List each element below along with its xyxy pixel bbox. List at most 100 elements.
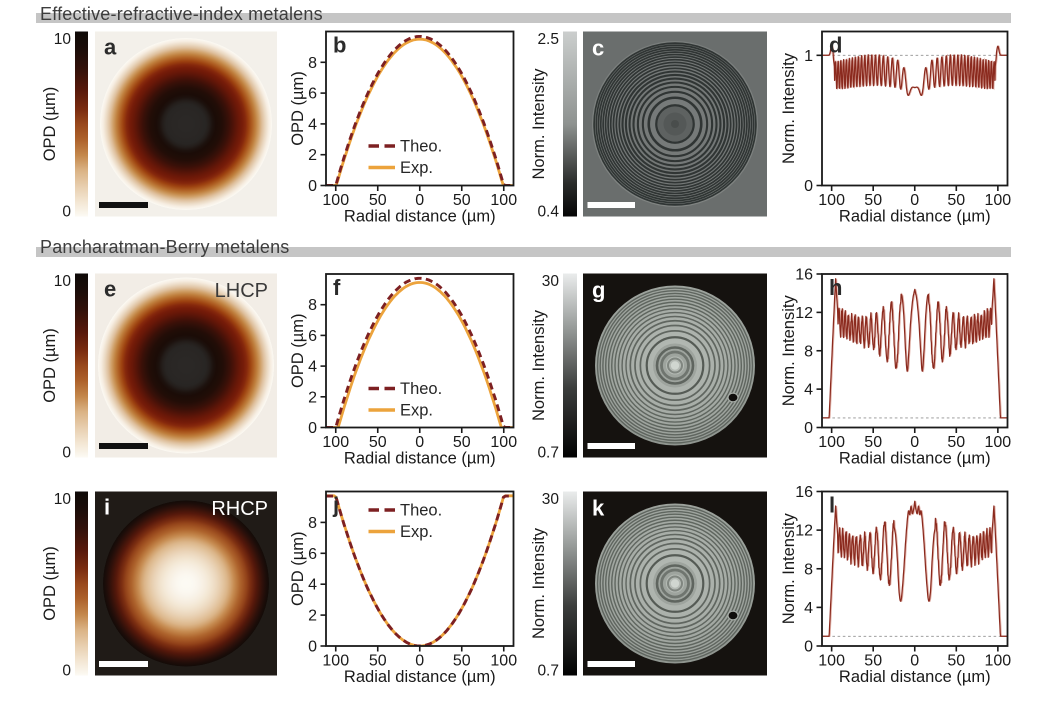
panel-h-letter: h — [829, 275, 842, 300]
panel-b-xtick-label-3: 50 — [453, 192, 471, 209]
panel-e-lens — [98, 277, 274, 454]
panel-b-legend-theo: Theo. — [400, 138, 442, 156]
panel-l-series-measured — [822, 500, 1008, 637]
panel-h-ytick-label-4: 16 — [795, 267, 813, 284]
panel-b-xtick-label-4: 100 — [490, 192, 517, 209]
panel-l-ytick-label-0: 0 — [804, 639, 813, 656]
panel-d-ylabel: Norm. Intensity — [780, 52, 798, 164]
panel-b-legend-exp: Exp. — [400, 159, 433, 177]
panel-j-ylabel: OPD (µm) — [289, 531, 307, 606]
colorbar-g-gradient — [563, 273, 577, 458]
panel-i-scalebar — [99, 661, 148, 667]
panel-e-scalebar — [99, 443, 148, 449]
colorbar-i-gradient — [75, 491, 88, 676]
panel-l-xtick-label-0: 100 — [818, 653, 845, 670]
panel-f-legend-exp: Exp. — [400, 402, 433, 420]
panel-l-xtick-label-4: 100 — [985, 653, 1012, 670]
panel-l-xtick-label-3: 50 — [947, 653, 965, 670]
panel-a-lens — [100, 38, 272, 210]
colorbar-e-label: OPD (µm) — [41, 328, 59, 403]
panel-l-xtick-label-1: 50 — [864, 653, 882, 670]
colorbar-i-max: 10 — [54, 491, 72, 508]
panel-f-ytick-label-3: 6 — [308, 328, 317, 345]
panel-b-series-theo — [326, 34, 514, 186]
panel-h-xtick-label-0: 100 — [818, 434, 845, 451]
panel-f-ytick-label-2: 4 — [308, 359, 317, 376]
panel-d-ytick-label-1: 1 — [804, 48, 813, 65]
panel-h-ytick-label-0: 0 — [804, 420, 813, 437]
colorbar-k-label: Norm. Intensity — [530, 527, 548, 639]
colorbar-c-gradient — [563, 31, 577, 217]
panel-f-xtick-label-2: 0 — [415, 434, 424, 451]
colorbar-c: 2.5 0.4 Norm. Intensity — [530, 31, 577, 221]
colorbar-g-label: Norm. Intensity — [530, 309, 548, 421]
colorbar-a-min: 0 — [62, 204, 71, 221]
section-header-pb-title: Pancharatman-Berry metalens — [40, 237, 290, 257]
colorbar-a-max: 10 — [54, 31, 72, 48]
panel-h-xtick-label-1: 50 — [864, 434, 882, 451]
colorbar-k: 30 0.7 Norm. Intensity — [530, 491, 577, 680]
panel-l-ytick-label-3: 12 — [795, 523, 813, 540]
colorbar-c-max: 2.5 — [537, 31, 559, 48]
panel-d-series-measured — [822, 45, 1008, 97]
panel-j-xlabel: Radial distance (µm) — [344, 668, 496, 686]
panel-f-xtick-label-0: 100 — [322, 434, 349, 451]
panel-d-xtick-label-0: 100 — [818, 192, 845, 209]
colorbar-a-gradient — [75, 31, 88, 217]
panel-e-letter: e — [104, 277, 116, 302]
panel-b-ytick-label-4: 8 — [308, 55, 317, 72]
panel-h-ytick-label-2: 8 — [804, 343, 813, 360]
panel-j-legend-theo: Theo. — [400, 502, 442, 520]
panel-g-letter: g — [592, 278, 605, 303]
panel-l-xlabel: Radial distance (µm) — [839, 668, 991, 686]
panel-i-lens — [103, 500, 269, 667]
panel-i-image: i RHCP — [95, 491, 277, 676]
panel-j-xtick-label-0: 100 — [322, 653, 349, 670]
section-header-pb-bar — [36, 246, 1011, 257]
panel-h-ylabel: Norm. Intensity — [780, 295, 798, 407]
panel-i-letter: i — [104, 495, 110, 520]
panel-j-ytick-label-1: 2 — [308, 608, 317, 625]
panel-g-defect — [727, 392, 739, 403]
panel-j-series-theo — [326, 494, 514, 646]
panel-a-scalebar — [99, 202, 148, 208]
panel-d-ytick-label-0: 0 — [804, 178, 813, 195]
panel-k-letter: k — [592, 496, 605, 521]
panel-j-plot: 100 50 0 50 100 0 2 4 6 8 Radial distance (µm) OPD … — [289, 490, 517, 686]
panel-h-series-measured — [822, 278, 1008, 419]
panel-b-plot: 100 50 0 50 100 0 2 4 6 8 Radial distance (µm) OPD … — [289, 30, 517, 226]
panel-l-letter: l — [829, 493, 835, 518]
panel-h-xtick-label-3: 50 — [947, 434, 965, 451]
colorbar-a-label: OPD (µm) — [41, 87, 59, 162]
panel-l-ylabel: Norm. Intensity — [780, 513, 798, 625]
colorbar-k-max: 30 — [542, 491, 560, 508]
section-header-pb: Pancharatman-Berry metalens — [36, 234, 1011, 257]
colorbar-i: 10 0 OPD (µm) — [41, 491, 88, 680]
panel-b-xlabel: Radial distance (µm) — [344, 208, 496, 226]
panel-k-scalebar — [587, 661, 635, 667]
section-header-eri-title: Effective-refractive-index metalens — [40, 3, 323, 24]
colorbar-c-min: 0.4 — [537, 204, 559, 221]
section-header-eri: Effective-refractive-index metalens — [36, 0, 1011, 24]
panel-j-xtick-label-3: 50 — [453, 653, 471, 670]
panel-c-letter: c — [592, 36, 604, 61]
panel-l-ytick-label-2: 8 — [804, 561, 813, 578]
panel-b-xtick-label-2: 0 — [415, 192, 424, 209]
colorbar-k-min: 0.7 — [537, 663, 559, 680]
panel-b-ytick-label-2: 4 — [308, 116, 317, 133]
panel-i-annotation: RHCP — [211, 498, 268, 520]
panel-d-xtick-label-1: 50 — [864, 192, 882, 209]
panel-b-xtick-label-0: 100 — [322, 192, 349, 209]
panel-b-ytick-label-1: 2 — [308, 147, 317, 164]
panel-c-image: c — [583, 31, 767, 217]
panel-f-plot: 100 50 0 50 100 0 2 4 6 8 Radial distance (µm) OPD … — [289, 273, 517, 468]
colorbar-i-label: OPD (µm) — [41, 546, 59, 621]
panel-f-xlabel: Radial distance (µm) — [344, 450, 496, 468]
panel-j-xtick-label-2: 0 — [415, 653, 424, 670]
panel-j-letter: j — [332, 493, 339, 518]
panel-j-legend-exp: Exp. — [400, 523, 433, 541]
panel-f-xtick-label-1: 50 — [369, 434, 387, 451]
panel-h-plot: 100 50 0 50 100 0 4 8 12 16 Radial distance (µm) No… — [780, 267, 1011, 468]
colorbar-k-gradient — [563, 491, 577, 676]
